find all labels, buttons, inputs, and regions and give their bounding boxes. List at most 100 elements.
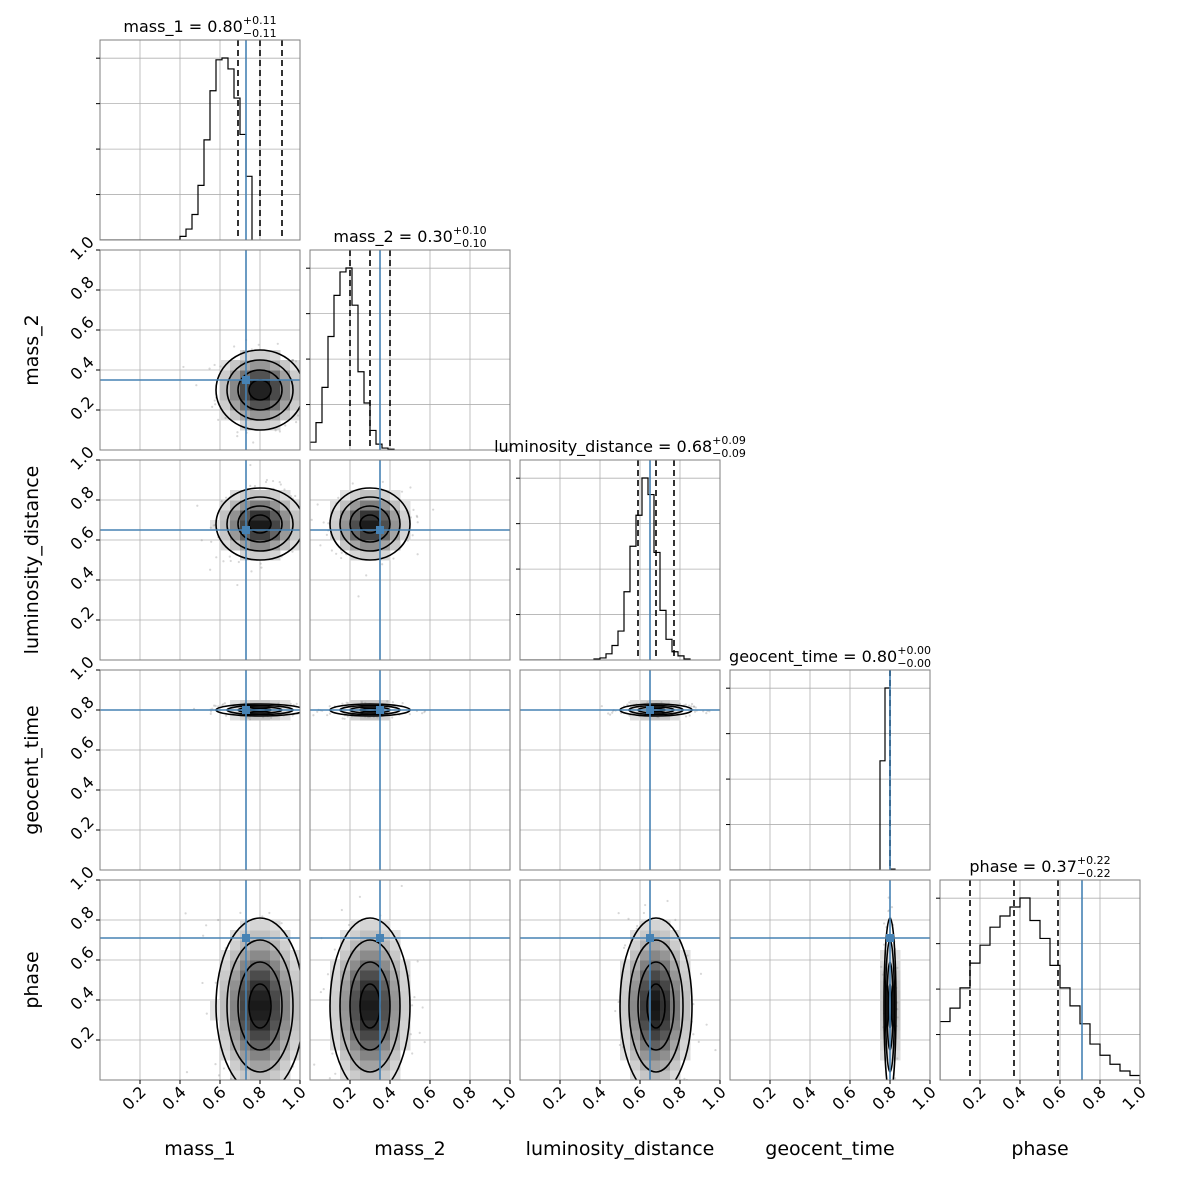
density-cell bbox=[270, 920, 281, 931]
density-cell bbox=[280, 1010, 291, 1021]
density-cell bbox=[340, 960, 351, 971]
y-tick-label: 0.6 bbox=[66, 312, 97, 343]
scatter-point bbox=[416, 960, 419, 963]
density-cell bbox=[270, 490, 281, 501]
density-cell bbox=[370, 1060, 381, 1071]
x-tick-label: 0.8 bbox=[448, 1082, 479, 1113]
density-cell bbox=[290, 990, 300, 1001]
scatter-point bbox=[617, 1000, 620, 1004]
scatter-point bbox=[200, 539, 203, 542]
density-cell bbox=[290, 1040, 300, 1051]
scatter-point bbox=[209, 710, 213, 713]
density-cell bbox=[360, 520, 371, 531]
density-cell bbox=[250, 500, 261, 511]
panel-frame bbox=[939, 879, 1141, 1081]
truth-marker bbox=[242, 526, 250, 534]
x-tick-label: 0.8 bbox=[1078, 1082, 1109, 1113]
density-cell bbox=[640, 1050, 651, 1061]
density-cell bbox=[280, 510, 291, 521]
scatter-point bbox=[415, 514, 418, 517]
density-cell bbox=[280, 360, 291, 371]
x-tick-label: 0.4 bbox=[158, 1082, 189, 1113]
density-cell bbox=[350, 1050, 361, 1061]
density-cell bbox=[250, 410, 261, 421]
density-cell bbox=[400, 980, 411, 991]
density-cell bbox=[630, 970, 641, 981]
density-cell bbox=[330, 1010, 341, 1021]
scatter-point bbox=[335, 552, 338, 555]
contours bbox=[619, 917, 693, 1080]
scatter-point bbox=[327, 522, 330, 525]
density-cell bbox=[250, 520, 261, 531]
density-cell bbox=[340, 1050, 351, 1061]
density-cell bbox=[270, 420, 281, 431]
y-tick-label: 0.6 bbox=[66, 942, 97, 973]
density-cell bbox=[350, 950, 361, 961]
density-cell bbox=[230, 490, 241, 501]
scatter-point bbox=[247, 716, 250, 719]
density-cell bbox=[280, 930, 291, 941]
density-cell bbox=[280, 500, 291, 511]
density-cell bbox=[280, 380, 291, 391]
title-name: phase = bbox=[969, 857, 1041, 876]
density-cell bbox=[290, 390, 300, 401]
scatter-point bbox=[411, 534, 414, 537]
density-cell bbox=[220, 520, 231, 531]
y-axis-label: luminosity_distance bbox=[21, 466, 43, 655]
density-cell bbox=[270, 410, 281, 421]
density-cell bbox=[230, 520, 241, 531]
density-cell bbox=[380, 490, 391, 501]
density-cell bbox=[280, 980, 291, 991]
scatter-point bbox=[237, 560, 240, 564]
density-cell bbox=[680, 1000, 691, 1011]
scatter-point bbox=[617, 911, 620, 915]
truth-marker bbox=[242, 706, 250, 714]
scatter-point bbox=[220, 500, 223, 503]
density-cell bbox=[350, 510, 361, 521]
density-cell bbox=[250, 1000, 261, 1011]
scatter-point bbox=[185, 1071, 189, 1074]
density-cell bbox=[270, 1030, 281, 1041]
density-cell bbox=[260, 490, 271, 501]
scatter-point bbox=[236, 431, 239, 434]
density-cell bbox=[220, 1000, 231, 1011]
density-cell bbox=[220, 950, 231, 961]
scatter-point bbox=[306, 400, 308, 402]
density-cell bbox=[260, 380, 271, 391]
scatter-point bbox=[683, 1077, 686, 1080]
density-cell bbox=[290, 960, 300, 971]
x-tick-label: 0.8 bbox=[238, 1082, 269, 1113]
scatter-point bbox=[678, 702, 682, 705]
scatter-point bbox=[257, 343, 260, 346]
density-cell bbox=[290, 520, 300, 531]
density-cell bbox=[260, 1070, 271, 1080]
contour-line bbox=[237, 961, 283, 1051]
density-cell bbox=[390, 1040, 401, 1051]
scatter-point bbox=[321, 1100, 323, 1102]
scatter-point bbox=[294, 494, 297, 498]
scatter-point bbox=[347, 702, 350, 705]
title-name: luminosity_distance = bbox=[494, 437, 676, 457]
x-tick-label: 0.2 bbox=[328, 1082, 359, 1113]
density-cell bbox=[290, 1030, 300, 1041]
density-cell bbox=[620, 1050, 631, 1061]
density-cell bbox=[630, 1050, 641, 1061]
density-cell bbox=[640, 1020, 651, 1031]
density-cell bbox=[370, 930, 381, 941]
scatter-point bbox=[279, 483, 282, 486]
scatter-point bbox=[690, 702, 694, 706]
density-cell bbox=[620, 990, 631, 1001]
density-cell bbox=[290, 510, 300, 521]
scatter-point bbox=[265, 478, 269, 482]
density-cell bbox=[280, 1050, 291, 1061]
density-cell bbox=[230, 400, 241, 411]
density-cell bbox=[380, 1010, 391, 1021]
density-cell bbox=[370, 940, 381, 951]
scatter-point bbox=[292, 359, 295, 362]
panel-frame bbox=[729, 879, 931, 1081]
density-cell bbox=[330, 960, 341, 971]
x-axis-label: phase bbox=[1011, 1138, 1068, 1160]
scatter-point bbox=[409, 1033, 412, 1036]
scatter-point bbox=[381, 563, 384, 566]
